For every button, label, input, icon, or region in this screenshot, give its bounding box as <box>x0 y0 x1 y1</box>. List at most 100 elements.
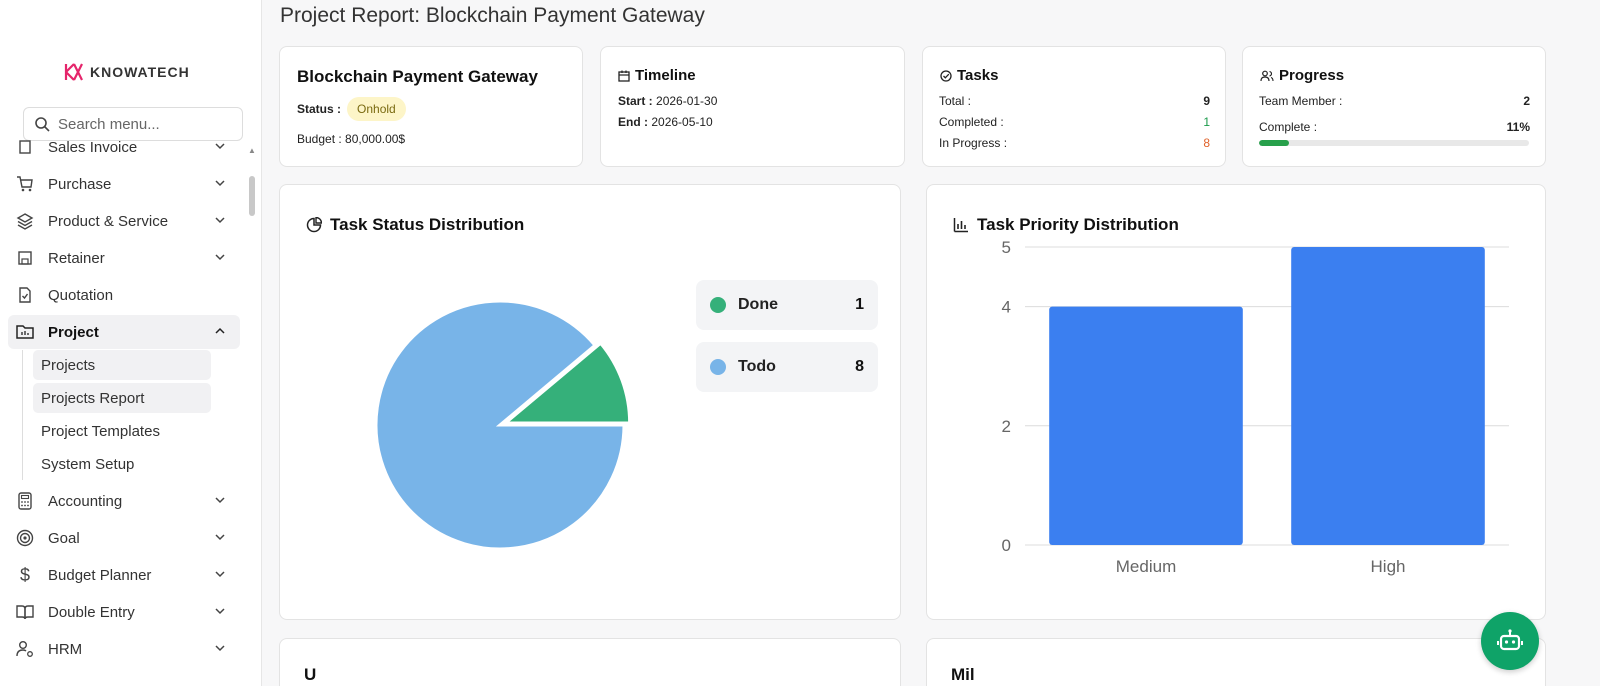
search-input[interactable] <box>58 115 228 133</box>
file-check-icon <box>16 286 34 304</box>
sidebar-item-hrm[interactable]: HRM <box>8 632 240 666</box>
sidebar-item-retainer[interactable]: Retainer <box>8 241 240 275</box>
task-status-title: Task Status Distribution <box>330 215 525 234</box>
dollar-icon: $ <box>19 564 30 585</box>
logo[interactable]: KNOWATECH <box>64 62 190 82</box>
sidebar-item-purchase[interactable]: Purchase <box>8 167 240 201</box>
tasks-stats: Total : 9 Completed : 1 In Progress : 8 <box>939 88 1210 150</box>
search-box[interactable] <box>23 107 243 141</box>
search-icon <box>35 117 50 132</box>
submenu-item-project-templates[interactable]: Project Templates <box>41 422 160 440</box>
knowatech-logo-icon <box>64 63 83 81</box>
sidebar-item-accounting[interactable]: Accounting <box>8 484 240 518</box>
chevron-down-icon <box>215 497 225 504</box>
sidebar-scrollbar[interactable]: ▲ <box>248 146 256 686</box>
sidebar-item-label: Project <box>48 323 99 341</box>
sidebar-nav: Sales Invoice Purchase Product & Service… <box>0 137 246 686</box>
team-row: Team Member : 2 <box>1259 94 1530 108</box>
bottom-right-title: Mil <box>951 665 975 684</box>
completed-value: 1 <box>1203 115 1210 129</box>
project-name: Blockchain Payment Gateway <box>297 67 538 86</box>
sidebar-item-label: HRM <box>48 640 83 658</box>
progress-title-row: Progress <box>1260 67 1344 84</box>
task-priority-title: Task Priority Distribution <box>977 215 1179 234</box>
submenu-item-system-setup[interactable]: System Setup <box>41 455 135 473</box>
page-title: Project Report: Blockchain Payment Gatew… <box>280 4 705 27</box>
tasks-title: Tasks <box>957 67 999 84</box>
cart-icon <box>16 175 34 193</box>
completed-row: Completed : 1 <box>939 115 1210 129</box>
pie-slice-todo[interactable] <box>374 299 626 551</box>
legend-count: 1 <box>855 296 864 313</box>
chevron-down-icon <box>215 143 225 150</box>
book-open-icon <box>16 603 34 621</box>
sidebar-item-project[interactable]: Project <box>8 315 240 349</box>
legend-item-done[interactable]: Done 1 <box>696 280 878 330</box>
bottom-left-card: U <box>279 638 901 686</box>
chevron-down-icon <box>215 180 225 187</box>
invoice-icon <box>16 138 34 156</box>
tasks-title-row: Tasks <box>940 67 998 84</box>
folder-icon <box>16 323 34 341</box>
complete-row: Complete : 11% <box>1259 120 1530 134</box>
y-tick-label: 5 <box>1002 238 1011 257</box>
y-tick-label: 4 <box>1002 298 1011 317</box>
start-value: 2026-01-30 <box>656 94 718 108</box>
sidebar-item-label: Goal <box>48 529 80 547</box>
bar-chart-icon <box>953 218 968 233</box>
sidebar-item-sales-invoice[interactable]: Sales Invoice <box>8 137 240 164</box>
sidebar-item-label: Accounting <box>48 492 123 510</box>
chatbot-button[interactable] <box>1481 612 1539 670</box>
start-label: Start : <box>618 94 653 108</box>
status-badge: Onhold <box>347 97 406 121</box>
team-value: 2 <box>1523 94 1530 108</box>
total-label: Total : <box>939 94 972 108</box>
sidebar-item-quotation[interactable]: Quotation <box>8 278 240 312</box>
scrollbar-thumb[interactable] <box>249 176 255 216</box>
submenu-item-projects[interactable]: Projects <box>33 350 211 380</box>
total-value: 9 <box>1203 94 1210 108</box>
sidebar-item-label: Sales Invoice <box>48 138 138 156</box>
task-priority-bar-chart: 0 2 4 5 Medium High <box>1002 238 1509 576</box>
sidebar-item-label: Double Entry <box>48 603 135 621</box>
completed-label: Completed : <box>939 115 1004 129</box>
project-overview-card: Blockchain Payment Gateway Status : Onho… <box>279 46 583 167</box>
chevron-up-icon <box>215 327 225 334</box>
submenu-item-projects-report[interactable]: Projects Report <box>33 383 211 413</box>
complete-value: 11% <box>1506 120 1530 134</box>
sidebar-item-budget-planner[interactable]: $ Budget Planner <box>8 558 240 592</box>
bottom-left-title: U <box>304 665 317 684</box>
progress-card: Progress Team Member : 2 Complete : 11% <box>1242 46 1546 167</box>
end-label: End : <box>618 115 648 129</box>
progress-title: Progress <box>1279 67 1345 84</box>
robot-icon <box>1497 629 1523 651</box>
sidebar-item-label: Purchase <box>48 175 112 193</box>
budget-row: Budget : 80,000.00$ <box>297 132 405 146</box>
check-circle-icon <box>940 69 952 82</box>
pie-slice-done[interactable] <box>501 341 632 425</box>
scroll-up-arrow-icon[interactable]: ▲ <box>248 146 256 155</box>
calculator-icon <box>16 492 34 510</box>
end-value: 2026-05-10 <box>651 115 713 129</box>
sidebar-item-goal[interactable]: Goal <box>8 521 240 555</box>
chevron-down-icon <box>215 645 225 652</box>
total-row: Total : 9 <box>939 94 1210 108</box>
chevron-down-icon <box>215 571 225 578</box>
timeline-card: Timeline Start : 2026-01-30 End : 2026-0… <box>600 46 905 167</box>
y-tick-label: 0 <box>1002 536 1011 555</box>
task-status-title-row: Task Status Distribution <box>306 215 524 235</box>
end-row: End : 2026-05-10 <box>618 115 713 129</box>
legend-item-todo[interactable]: Todo 8 <box>696 342 878 392</box>
sidebar-item-double-entry[interactable]: Double Entry <box>8 595 240 629</box>
tasks-card: Tasks Total : 9 Completed : 1 In Progres… <box>922 46 1226 167</box>
bar-high[interactable] <box>1291 247 1485 545</box>
chevron-down-icon <box>215 254 225 261</box>
budget-label: Budget : <box>297 132 342 146</box>
bar-medium[interactable] <box>1049 306 1243 545</box>
progress-bar-fill <box>1259 140 1289 146</box>
legend-label: Todo <box>738 358 776 375</box>
sidebar-item-product-service[interactable]: Product & Service <box>8 204 240 238</box>
progress-bar <box>1259 140 1529 146</box>
task-status-card: Task Status Distribution Done 1 Todo 8 <box>279 184 901 620</box>
y-tick-label: 2 <box>1002 417 1011 436</box>
